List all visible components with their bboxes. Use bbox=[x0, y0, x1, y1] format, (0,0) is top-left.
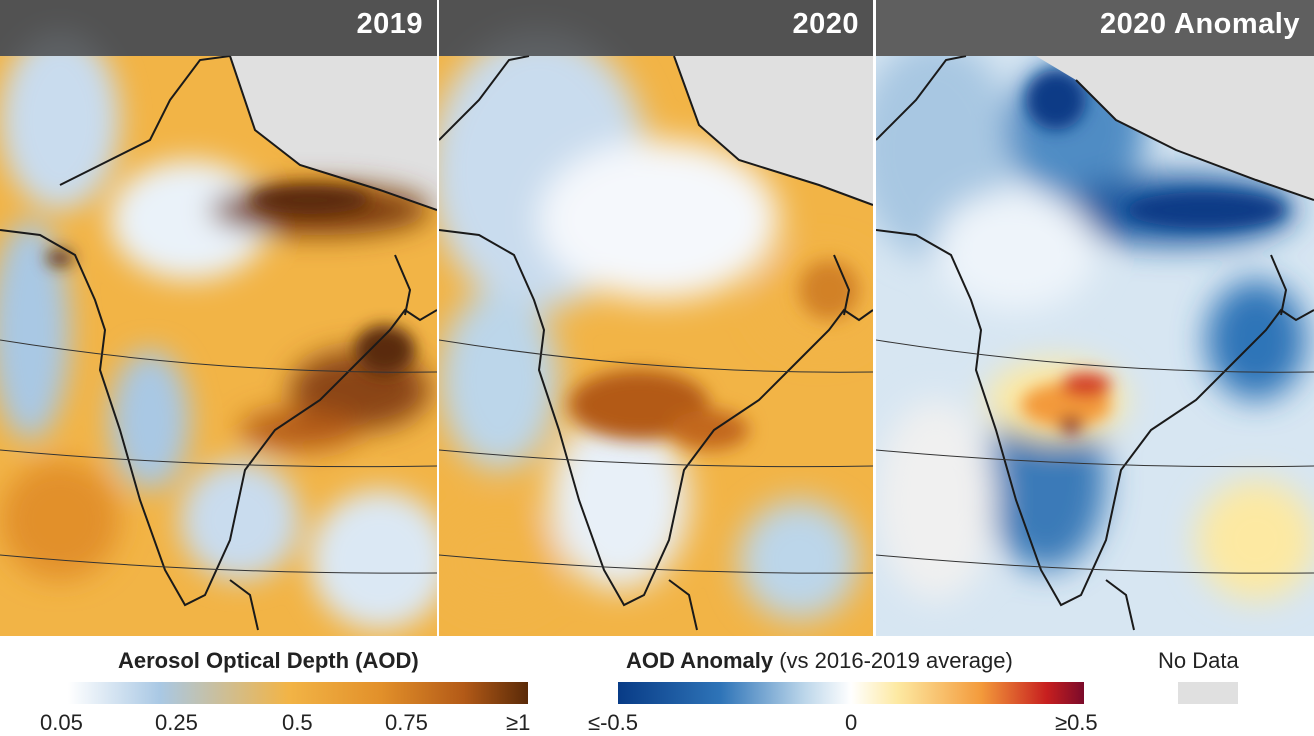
country-borders bbox=[876, 55, 1314, 631]
graticule bbox=[439, 339, 873, 574]
legend-aod-tick: ≥1 bbox=[506, 710, 531, 735]
legend-aod-tick: 0.5 bbox=[282, 710, 313, 735]
country-borders bbox=[439, 55, 873, 631]
legend-anomaly-tick: ≥0.5 bbox=[1055, 710, 1098, 735]
map-panel-2020: 2020 bbox=[439, 0, 873, 636]
map-panel-2019: 2019 bbox=[0, 0, 437, 636]
aod-color-scale bbox=[68, 682, 528, 704]
legend-anomaly-title: AOD Anomaly (vs 2016-2019 average) bbox=[626, 648, 1013, 673]
panel-header bbox=[439, 0, 873, 56]
anomaly-color-scale bbox=[618, 682, 1084, 704]
country-borders bbox=[0, 55, 437, 631]
legend-anomaly-tick: 0 bbox=[845, 710, 858, 735]
legend-aod-tick: 0.75 bbox=[385, 710, 428, 735]
panel-title-2020: 2020 bbox=[792, 8, 859, 40]
graticule bbox=[0, 339, 437, 574]
legend-nodata-label: No Data bbox=[1158, 648, 1239, 673]
legend-aod-tick: 0.25 bbox=[155, 710, 198, 735]
no-data-swatch bbox=[1178, 682, 1238, 704]
legend-anomaly-tick: ≤-0.5 bbox=[588, 710, 638, 735]
aod-map-2020 bbox=[439, 0, 873, 636]
no-data-region bbox=[230, 56, 437, 210]
panel-header bbox=[876, 0, 1314, 56]
graticule bbox=[876, 339, 1314, 574]
map-panel-anomaly: 2020 Anomaly bbox=[876, 0, 1314, 636]
panel-title-anomaly: 2020 Anomaly bbox=[1100, 8, 1300, 40]
no-data-region bbox=[674, 56, 873, 205]
legend-aod-tick: 0.05 bbox=[40, 710, 83, 735]
aod-map-2019 bbox=[0, 0, 437, 636]
no-data-region bbox=[1036, 56, 1314, 200]
panel-header bbox=[0, 0, 437, 56]
aod-anomaly-map bbox=[876, 0, 1314, 636]
legend-aod-title: Aerosol Optical Depth (AOD) bbox=[118, 648, 419, 673]
panel-title-2019: 2019 bbox=[356, 8, 423, 40]
legend-anomaly-subtitle: (vs 2016-2019 average) bbox=[779, 648, 1013, 673]
